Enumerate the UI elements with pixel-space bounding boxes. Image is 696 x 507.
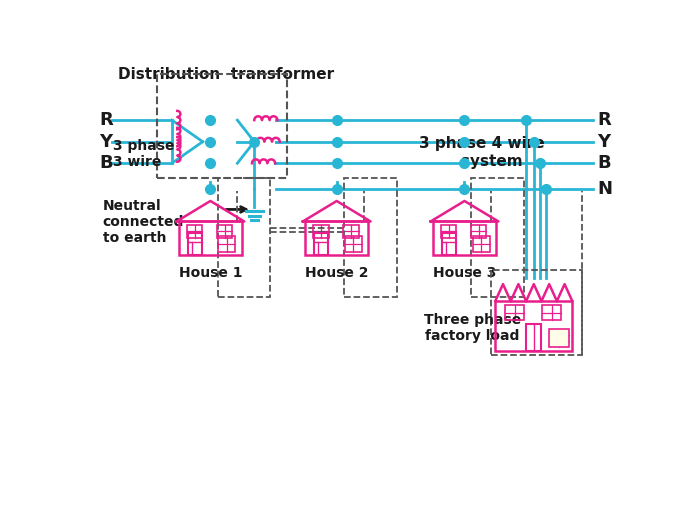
Bar [433, 222, 496, 255]
Bar [343, 225, 358, 238]
Bar [491, 270, 583, 355]
Text: House 2: House 2 [305, 266, 368, 280]
Bar [179, 222, 242, 255]
Text: 3 phase
3 wire: 3 phase 3 wire [113, 139, 175, 169]
Bar [473, 236, 489, 252]
Bar [442, 233, 456, 255]
Bar [314, 233, 328, 255]
Bar [471, 178, 524, 297]
Bar [441, 225, 457, 238]
Bar [305, 222, 368, 255]
Bar [188, 233, 202, 255]
Bar [345, 236, 362, 252]
Text: B: B [100, 154, 113, 172]
Text: B: B [597, 154, 610, 172]
Bar [217, 225, 232, 238]
Bar [542, 305, 561, 320]
Text: Distribution  transformer: Distribution transformer [118, 67, 334, 82]
Text: N: N [597, 180, 612, 198]
Text: House 1: House 1 [179, 266, 242, 280]
Bar [505, 305, 524, 320]
Text: Three phase
factory load: Three phase factory load [424, 313, 521, 343]
Bar [157, 74, 287, 178]
Bar [471, 225, 487, 238]
Bar [313, 225, 329, 238]
Bar [526, 324, 541, 351]
Text: Y: Y [100, 133, 113, 151]
Bar [218, 178, 271, 297]
Text: R: R [100, 111, 113, 129]
Text: House 3: House 3 [433, 266, 496, 280]
Text: Y: Y [597, 133, 610, 151]
Bar [345, 178, 397, 297]
Text: R: R [597, 111, 610, 129]
Text: 3 phase 4 wire
    system: 3 phase 4 wire system [418, 136, 544, 169]
Bar [219, 236, 235, 252]
Text: Neutral
connected
to earth: Neutral connected to earth [102, 199, 184, 245]
Bar [549, 329, 569, 347]
Bar [187, 225, 203, 238]
Bar [496, 301, 572, 351]
